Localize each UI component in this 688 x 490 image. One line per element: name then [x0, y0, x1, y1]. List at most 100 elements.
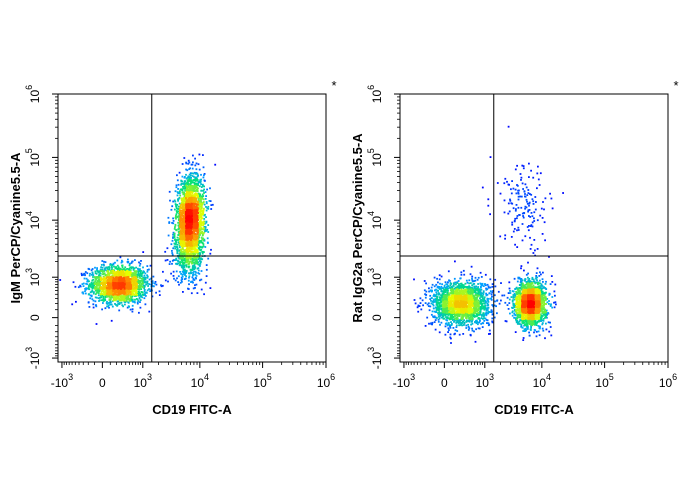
event-point	[94, 293, 97, 296]
event-point	[187, 244, 190, 247]
event-point	[190, 180, 193, 183]
event-point	[181, 240, 184, 243]
event-point	[148, 268, 150, 271]
event-point	[107, 302, 110, 304]
event-point	[133, 270, 136, 272]
event-point	[179, 205, 182, 208]
event-point	[179, 221, 182, 223]
event-point	[520, 206, 523, 209]
event-point	[194, 197, 197, 200]
event-point	[533, 329, 536, 331]
event-point	[191, 203, 193, 206]
event-point	[421, 299, 424, 302]
event-point	[119, 294, 121, 297]
event-point	[112, 262, 115, 265]
event-point	[191, 260, 194, 262]
event-point	[141, 291, 144, 294]
event-point	[545, 328, 548, 331]
event-point	[118, 268, 121, 271]
event-point	[111, 268, 113, 271]
event-point	[522, 339, 525, 341]
event-point	[104, 280, 107, 283]
event-point	[182, 187, 185, 190]
event-point	[182, 253, 185, 255]
event-point	[117, 271, 119, 274]
event-point	[148, 278, 151, 281]
event-point	[136, 274, 139, 277]
event-point	[127, 301, 130, 304]
y-tick-label: 105	[24, 148, 42, 166]
event-point	[197, 184, 199, 186]
event-point	[90, 283, 92, 286]
y-axis-title: IgM PerCP/Cyanine5.5-A	[8, 152, 23, 304]
event-point	[425, 293, 428, 296]
event-point	[131, 289, 134, 292]
event-point	[96, 268, 98, 271]
event-point	[192, 250, 195, 253]
event-point	[416, 306, 419, 309]
event-point	[192, 154, 194, 157]
event-point	[500, 299, 502, 302]
event-point	[129, 280, 132, 283]
event-point	[137, 294, 140, 297]
event-point	[89, 272, 91, 275]
event-point	[544, 197, 547, 200]
event-point	[137, 267, 139, 270]
event-point	[202, 220, 205, 223]
event-point	[99, 282, 101, 285]
event-point	[143, 278, 146, 281]
event-point	[190, 243, 193, 246]
event-point	[178, 246, 181, 249]
event-point	[111, 276, 113, 278]
event-point	[200, 189, 203, 192]
event-point	[526, 226, 529, 228]
event-point	[484, 273, 487, 276]
x-axis-title: CD19 FITC-A	[152, 402, 232, 417]
event-point	[178, 230, 181, 233]
event-point	[454, 329, 457, 332]
event-point	[504, 177, 507, 180]
event-point	[175, 206, 178, 208]
event-point	[192, 198, 195, 201]
event-point	[95, 285, 98, 287]
event-point	[198, 263, 200, 266]
event-point	[145, 283, 147, 286]
event-point	[182, 243, 184, 246]
event-point	[100, 296, 103, 299]
event-point	[429, 289, 432, 292]
event-point	[138, 291, 141, 294]
event-point	[177, 199, 179, 202]
event-point	[181, 189, 184, 192]
event-point	[541, 217, 544, 219]
event-point	[129, 283, 131, 285]
event-point	[95, 272, 98, 275]
event-point	[186, 247, 188, 250]
event-point	[518, 214, 520, 216]
event-point	[176, 191, 179, 193]
event-point	[144, 277, 146, 279]
event-point	[197, 258, 200, 260]
event-point	[195, 200, 197, 203]
event-point	[516, 246, 519, 248]
event-point	[104, 296, 107, 298]
event-point	[183, 200, 186, 203]
event-point	[196, 262, 198, 264]
event-point	[182, 216, 185, 219]
event-point	[471, 275, 474, 278]
event-point	[129, 262, 131, 265]
event-point	[202, 201, 205, 203]
event-point	[145, 292, 148, 294]
event-point	[110, 272, 112, 274]
event-point	[524, 207, 526, 210]
event-point	[191, 244, 193, 247]
event-point	[89, 294, 92, 297]
event-point	[194, 172, 197, 175]
event-point	[84, 271, 87, 273]
event-point	[180, 230, 183, 232]
event-point	[196, 267, 199, 270]
event-point	[521, 212, 524, 215]
event-point	[117, 297, 120, 300]
event-point	[121, 264, 123, 267]
event-point	[82, 285, 85, 287]
x-tick-label: -103	[51, 372, 73, 390]
